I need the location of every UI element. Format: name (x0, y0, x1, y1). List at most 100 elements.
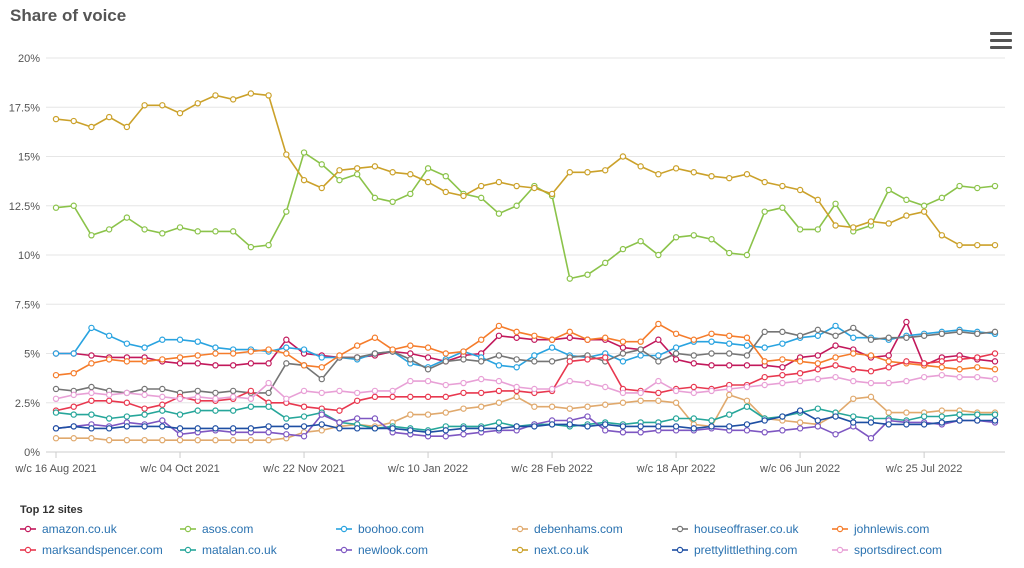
data-point[interactable] (690, 383, 698, 391)
data-point[interactable] (991, 411, 999, 418)
data-point[interactable] (708, 417, 715, 424)
data-point[interactable] (424, 377, 432, 385)
data-point[interactable] (974, 330, 981, 337)
data-point[interactable] (265, 346, 272, 353)
data-point[interactable] (814, 352, 822, 359)
data-point[interactable] (761, 373, 768, 381)
data-point[interactable] (229, 393, 237, 401)
data-point[interactable] (814, 226, 822, 233)
data-point[interactable] (584, 403, 591, 410)
data-point[interactable] (956, 417, 963, 424)
data-point[interactable] (655, 352, 662, 359)
data-point[interactable] (850, 350, 857, 357)
data-point[interactable] (726, 249, 733, 257)
data-point[interactable] (867, 218, 875, 225)
data-point[interactable] (460, 405, 467, 412)
data-point[interactable] (176, 411, 184, 418)
data-point[interactable] (495, 362, 503, 369)
data-point[interactable] (885, 409, 892, 416)
data-point[interactable] (176, 436, 184, 444)
data-point[interactable] (708, 172, 715, 180)
data-point[interactable] (743, 427, 751, 434)
data-point[interactable] (531, 184, 538, 192)
data-point[interactable] (708, 350, 715, 357)
data-point[interactable] (991, 182, 999, 190)
data-point[interactable] (194, 338, 201, 345)
data-point[interactable] (513, 182, 520, 190)
data-point[interactable] (159, 401, 166, 408)
data-point[interactable] (478, 375, 485, 383)
data-point[interactable] (885, 358, 892, 365)
data-point[interactable] (779, 364, 786, 371)
data-point[interactable] (336, 387, 343, 395)
data-point[interactable] (531, 332, 538, 339)
data-point[interactable] (672, 234, 680, 241)
data-point[interactable] (974, 364, 981, 371)
data-point[interactable] (212, 407, 219, 414)
data-point[interactable] (460, 192, 467, 200)
data-point[interactable] (70, 391, 77, 399)
data-point[interactable] (318, 184, 325, 192)
data-point[interactable] (176, 109, 184, 117)
data-point[interactable] (655, 320, 662, 328)
data-point[interactable] (70, 423, 77, 430)
legend-item-marksandspencer.com[interactable]: marksandspencer.com (20, 543, 163, 557)
data-point[interactable] (796, 377, 804, 385)
data-point[interactable] (761, 178, 768, 186)
data-point[interactable] (407, 190, 414, 198)
data-point[interactable] (105, 113, 113, 121)
data-point[interactable] (548, 421, 556, 428)
data-point[interactable] (159, 407, 166, 414)
data-point[interactable] (247, 243, 255, 251)
data-point[interactable] (442, 350, 449, 357)
data-point[interactable] (867, 368, 875, 375)
data-point[interactable] (300, 176, 308, 184)
data-point[interactable] (123, 214, 131, 221)
data-point[interactable] (796, 358, 804, 365)
data-point[interactable] (194, 100, 201, 107)
data-point[interactable] (442, 381, 449, 389)
data-point[interactable] (300, 403, 308, 410)
data-point[interactable] (619, 344, 627, 351)
data-point[interactable] (70, 370, 77, 377)
data-point[interactable] (70, 403, 77, 410)
data-point[interactable] (212, 92, 219, 99)
data-point[interactable] (70, 202, 77, 209)
data-point[interactable] (123, 389, 131, 397)
data-point[interactable] (672, 165, 680, 172)
data-point[interactable] (176, 336, 184, 343)
data-point[interactable] (318, 354, 325, 361)
data-point[interactable] (194, 393, 201, 401)
data-point[interactable] (779, 340, 786, 347)
data-point[interactable] (371, 350, 379, 357)
data-point[interactable] (584, 271, 591, 278)
data-point[interactable] (247, 387, 255, 395)
data-point[interactable] (708, 362, 715, 369)
data-point[interactable] (70, 411, 77, 418)
data-point[interactable] (105, 391, 113, 399)
data-point[interactable] (495, 425, 503, 432)
legend-item-debenhams.com[interactable]: debenhams.com (512, 522, 623, 536)
data-point[interactable] (300, 362, 308, 369)
data-point[interactable] (407, 393, 414, 401)
data-point[interactable] (637, 352, 644, 359)
data-point[interactable] (850, 377, 857, 385)
data-point[interactable] (513, 393, 520, 401)
data-point[interactable] (584, 413, 591, 420)
data-point[interactable] (123, 423, 131, 430)
data-point[interactable] (584, 356, 591, 363)
data-point[interactable] (584, 169, 591, 176)
data-point[interactable] (814, 366, 822, 373)
data-point[interactable] (478, 403, 485, 410)
data-point[interactable] (743, 342, 751, 349)
data-point[interactable] (70, 350, 77, 357)
data-point[interactable] (938, 330, 946, 337)
data-point[interactable] (300, 346, 308, 353)
data-point[interactable] (407, 342, 414, 349)
data-point[interactable] (159, 356, 166, 363)
data-point[interactable] (832, 373, 839, 381)
data-point[interactable] (407, 377, 414, 385)
data-point[interactable] (548, 190, 556, 198)
data-point[interactable] (283, 151, 290, 158)
data-point[interactable] (690, 169, 698, 176)
